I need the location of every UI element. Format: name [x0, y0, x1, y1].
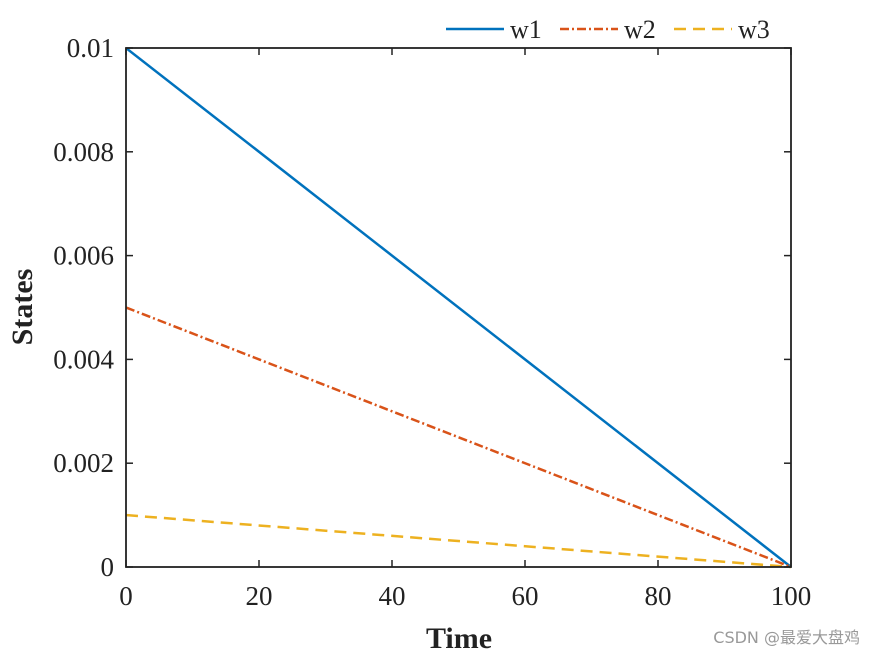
- y-tick-label: 0: [101, 552, 115, 582]
- series-line-w1: [125, 47, 792, 568]
- tick-labels: 0 20 40 60 80 100 0 0.002 0.004 0.006 0.008 0.01: [53, 33, 811, 611]
- legend-label-w3: w3: [738, 15, 770, 44]
- y-tick-label: 0.01: [67, 33, 114, 63]
- legend-label-w1: w1: [510, 15, 542, 44]
- y-tick-label: 0.004: [53, 344, 114, 374]
- series-line-w2: [125, 306, 792, 569]
- x-tick-label: 0: [119, 581, 133, 611]
- legend-label-w2: w2: [624, 15, 656, 44]
- x-tick-label: 40: [379, 581, 406, 611]
- legend: w1 w2 w3: [446, 15, 770, 44]
- y-tick-label: 0.006: [53, 241, 114, 271]
- y-axis-title: States: [6, 269, 39, 346]
- watermark: CSDN @最爱大盘鸡: [713, 628, 860, 647]
- axis-ticks: [125, 47, 792, 568]
- axes-box: [125, 47, 792, 568]
- x-tick-label: 60: [512, 581, 539, 611]
- y-tick-label: 0.002: [53, 448, 114, 478]
- y-tick-label: 0.008: [53, 137, 114, 167]
- plot-lines: [125, 47, 792, 569]
- x-tick-label: 100: [771, 581, 812, 611]
- series-line-w3: [125, 513, 792, 569]
- x-tick-label: 80: [645, 581, 672, 611]
- x-axis-title: Time: [426, 622, 492, 655]
- x-tick-label: 20: [246, 581, 273, 611]
